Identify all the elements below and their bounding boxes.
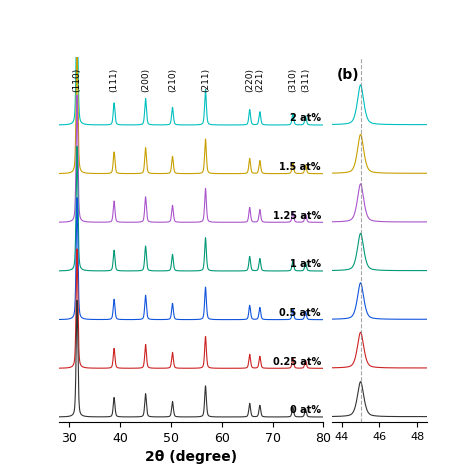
X-axis label: 2θ (degree): 2θ (degree): [145, 450, 237, 464]
Text: (221): (221): [255, 68, 264, 92]
Text: 1.5 at%: 1.5 at%: [279, 162, 321, 172]
Text: (310): (310): [288, 68, 297, 92]
Text: (b): (b): [337, 68, 360, 82]
Text: 1 at%: 1 at%: [290, 259, 321, 269]
Text: 1.25 at%: 1.25 at%: [273, 210, 321, 220]
Text: 0 at%: 0 at%: [290, 405, 321, 415]
Text: (110): (110): [73, 68, 82, 92]
Text: (211): (211): [201, 68, 210, 92]
Text: 2 at%: 2 at%: [290, 113, 321, 123]
Text: (220): (220): [245, 68, 254, 92]
Text: 0.5 at%: 0.5 at%: [279, 308, 321, 318]
Text: (200): (200): [141, 68, 150, 92]
Text: (210): (210): [168, 68, 177, 92]
Text: 0.25 at%: 0.25 at%: [273, 356, 321, 366]
Text: (111): (111): [109, 68, 118, 92]
Text: (311): (311): [301, 68, 310, 92]
